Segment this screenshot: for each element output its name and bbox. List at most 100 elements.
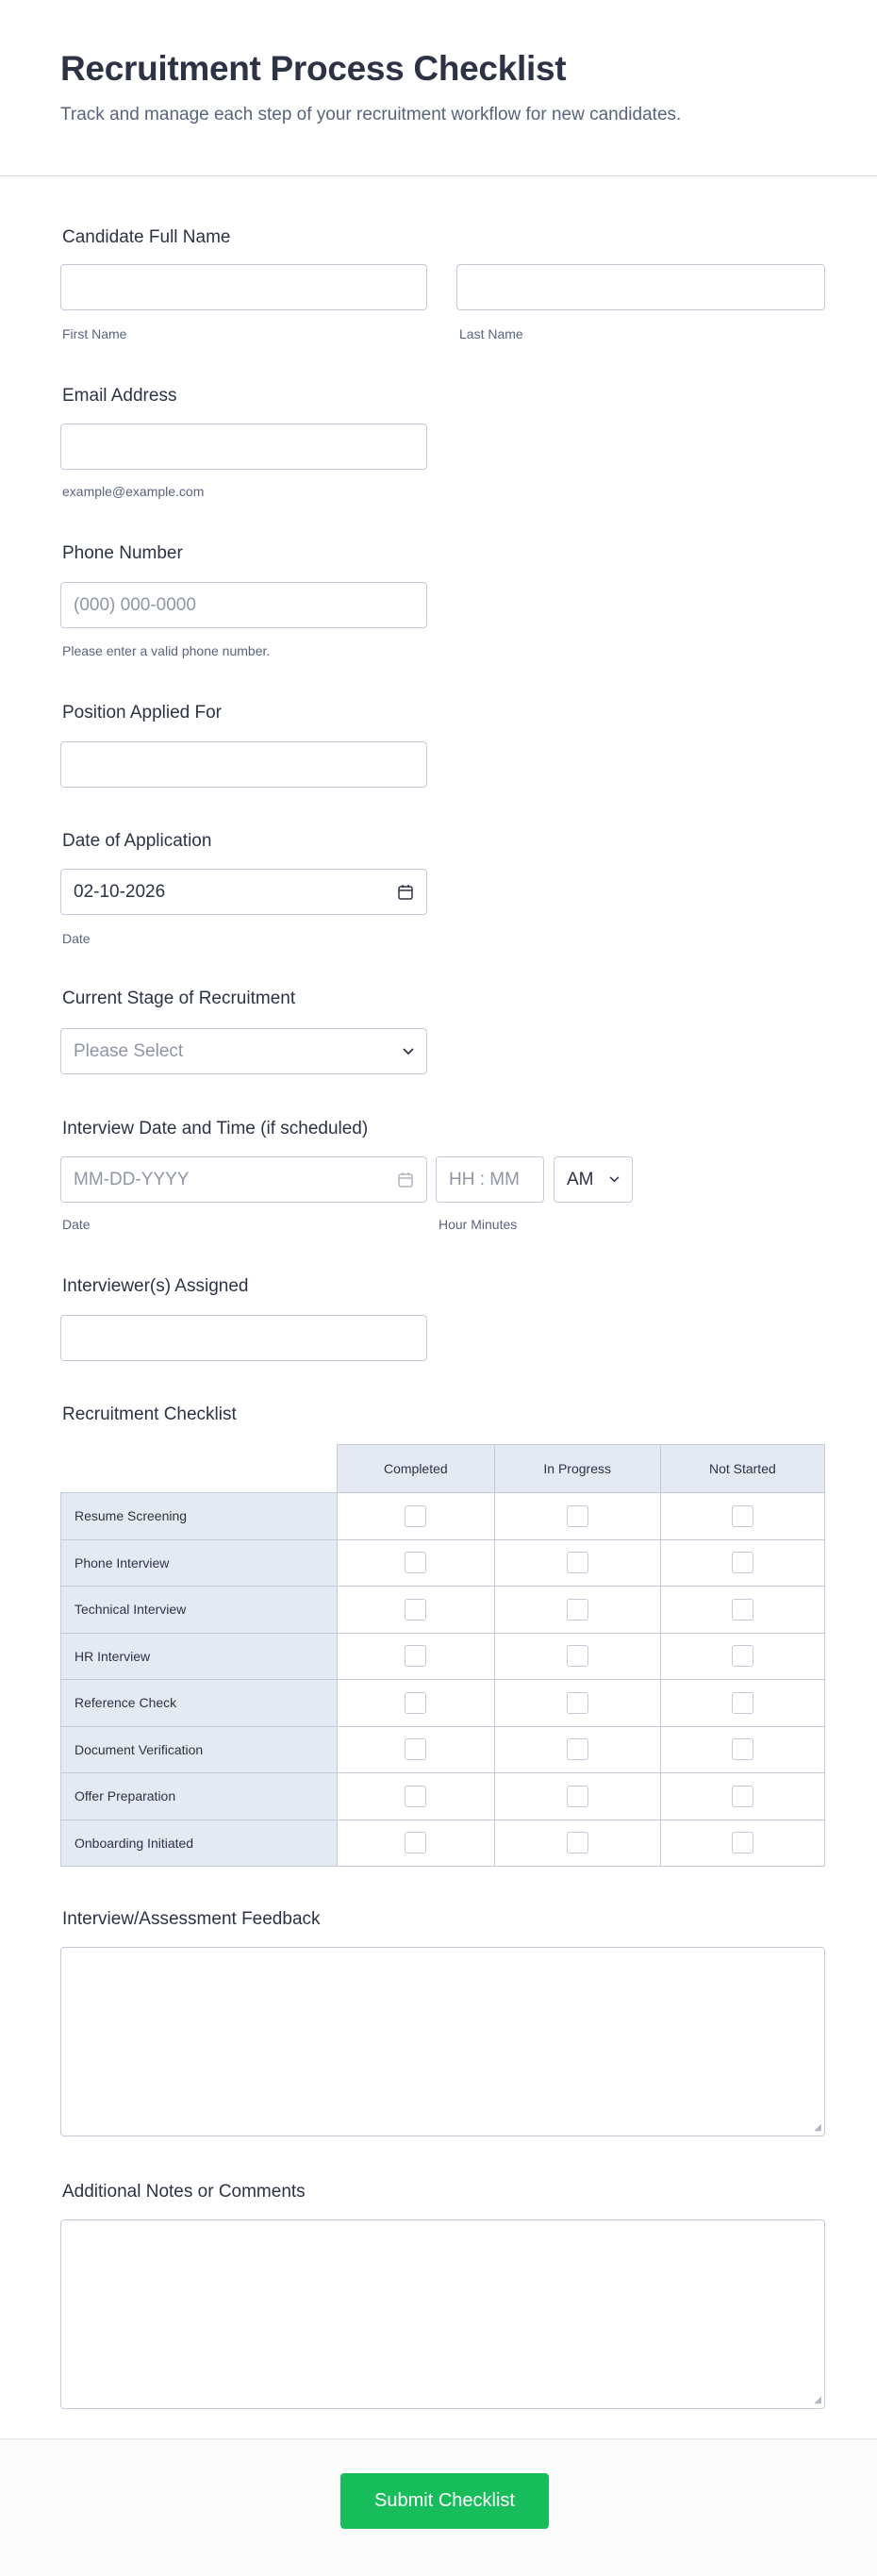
column-header: Not Started <box>659 1444 826 1493</box>
checklist-row: Technical Interview <box>60 1586 826 1634</box>
checklist-row: HR Interview <box>60 1632 826 1680</box>
checklist-cell <box>493 1725 661 1773</box>
first-name-sublabel: First Name <box>62 326 127 341</box>
checkbox[interactable] <box>405 1645 427 1668</box>
phone-placeholder: (000) 000-0000 <box>74 594 196 615</box>
application-date-label: Date of Application <box>62 831 212 851</box>
last-name-sublabel: Last Name <box>459 326 523 341</box>
interviewers-input[interactable] <box>60 1315 427 1361</box>
checklist-cell <box>337 1679 495 1727</box>
stage-label: Current Stage of Recruitment <box>62 989 296 1008</box>
checkbox[interactable] <box>731 1691 753 1714</box>
calendar-icon[interactable] <box>397 1172 414 1188</box>
notes-textarea[interactable]: ◢ <box>60 2219 825 2409</box>
checklist-cell <box>659 1538 826 1587</box>
checklist-cell <box>337 1586 495 1634</box>
checklist-cell <box>659 1772 826 1820</box>
interview-time-input[interactable]: HH : MM <box>436 1156 544 1203</box>
checkbox[interactable] <box>566 1598 588 1620</box>
checkbox[interactable] <box>566 1504 588 1527</box>
last-name-input[interactable] <box>456 264 825 310</box>
first-name-input[interactable] <box>60 264 427 310</box>
phone-input[interactable]: (000) 000-0000 <box>60 582 427 628</box>
application-date-value: 02-10-2026 <box>74 881 166 902</box>
checkbox[interactable] <box>566 1691 588 1714</box>
row-label: Offer Preparation <box>60 1772 338 1820</box>
column-header: In Progress <box>493 1444 661 1493</box>
checkbox[interactable] <box>731 1738 753 1761</box>
checkbox[interactable] <box>405 1785 427 1807</box>
checklist-cell <box>659 1586 826 1634</box>
checklist-row: Offer Preparation <box>60 1772 826 1820</box>
checklist-cell <box>337 1632 495 1680</box>
chevron-down-icon <box>609 1176 620 1183</box>
checkbox[interactable] <box>731 1552 753 1574</box>
checklist-cell <box>493 1538 661 1587</box>
checklist-row: Onboarding Initiated <box>60 1819 826 1867</box>
checklist-cell <box>337 1538 495 1587</box>
row-label: Technical Interview <box>60 1586 338 1634</box>
page-title: Recruitment Process Checklist <box>60 49 567 88</box>
feedback-label: Interview/Assessment Feedback <box>62 1909 321 1929</box>
resize-handle-icon[interactable]: ◢ <box>814 2395 821 2405</box>
checklist-cell <box>337 1492 495 1540</box>
checklist-cell <box>659 1725 826 1773</box>
checklist-row: Phone Interview <box>60 1538 826 1587</box>
resize-handle-icon[interactable]: ◢ <box>814 2122 821 2133</box>
checklist-cell <box>493 1679 661 1727</box>
submit-button[interactable]: Submit Checklist <box>340 2473 549 2529</box>
corner-cell <box>60 1444 338 1493</box>
interview-label: Interview Date and Time (if scheduled) <box>62 1119 369 1138</box>
checkbox[interactable] <box>566 1785 588 1807</box>
stage-select[interactable]: Please Select <box>60 1028 427 1074</box>
checklist-cell <box>659 1632 826 1680</box>
candidate-name-label: Candidate Full Name <box>62 227 231 247</box>
application-date-input[interactable]: 02-10-2026 <box>60 869 427 915</box>
checklist-cell <box>493 1819 661 1867</box>
checkbox[interactable] <box>405 1691 427 1714</box>
checkbox[interactable] <box>405 1552 427 1574</box>
page-subtitle: Track and manage each step of your recru… <box>60 105 682 125</box>
checklist-cell <box>493 1492 661 1540</box>
checklist-cell <box>493 1632 661 1680</box>
checkbox[interactable] <box>566 1645 588 1668</box>
checklist-row: Document Verification <box>60 1725 826 1773</box>
ampm-value: AM <box>567 1169 594 1189</box>
header-divider <box>0 175 877 176</box>
position-label: Position Applied For <box>62 703 222 723</box>
checkbox[interactable] <box>405 1832 427 1854</box>
checklist-row: Resume Screening <box>60 1492 826 1540</box>
ampm-select[interactable]: AM <box>554 1156 633 1203</box>
email-sublabel: example@example.com <box>62 484 205 499</box>
recruitment-checklist-table: Completed In Progress Not Started Resume… <box>60 1444 826 1867</box>
interview-time-placeholder: HH : MM <box>449 1169 520 1189</box>
checkbox[interactable] <box>405 1738 427 1761</box>
checkbox[interactable] <box>566 1832 588 1854</box>
checklist-cell <box>659 1492 826 1540</box>
position-input[interactable] <box>60 741 427 788</box>
feedback-textarea[interactable]: ◢ <box>60 1947 825 2136</box>
phone-sublabel: Please enter a valid phone number. <box>62 643 271 658</box>
checklist-label: Recruitment Checklist <box>62 1404 237 1424</box>
checkbox[interactable] <box>731 1832 753 1854</box>
interview-date-sublabel: Date <box>62 1217 91 1232</box>
checkbox[interactable] <box>405 1504 427 1527</box>
checkbox[interactable] <box>731 1598 753 1620</box>
checkbox[interactable] <box>566 1738 588 1761</box>
checkbox[interactable] <box>405 1598 427 1620</box>
checkbox[interactable] <box>731 1785 753 1807</box>
interview-date-input[interactable]: MM-DD-YYYY <box>60 1156 427 1203</box>
calendar-icon[interactable] <box>397 884 414 901</box>
checkbox[interactable] <box>566 1552 588 1574</box>
checklist-cell <box>337 1725 495 1773</box>
checklist-row: Reference Check <box>60 1679 826 1727</box>
phone-label: Phone Number <box>62 543 183 563</box>
checklist-cell <box>493 1586 661 1634</box>
email-input[interactable] <box>60 424 427 470</box>
row-label: Resume Screening <box>60 1492 338 1540</box>
checkbox[interactable] <box>731 1504 753 1527</box>
checklist-cell <box>659 1679 826 1727</box>
checkbox[interactable] <box>731 1645 753 1668</box>
chevron-down-icon <box>403 1047 414 1055</box>
interview-time-sublabel: Hour Minutes <box>438 1217 518 1232</box>
